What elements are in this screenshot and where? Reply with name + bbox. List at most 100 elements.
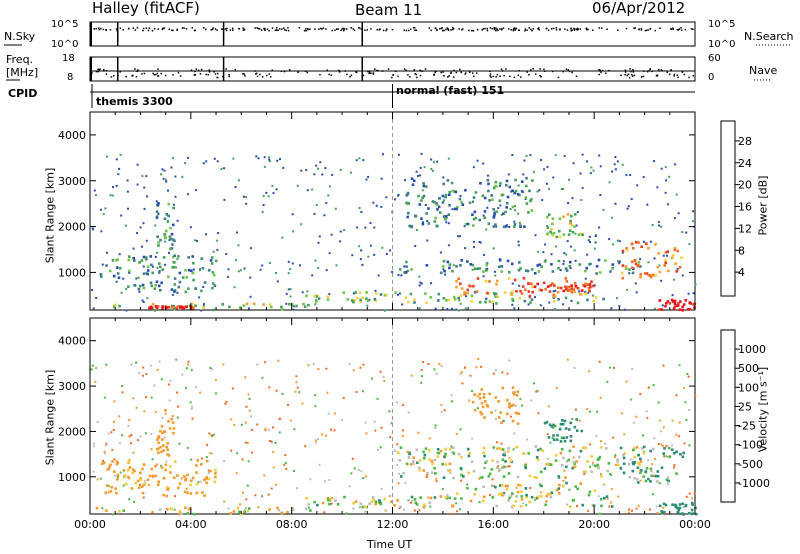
power-echo [558, 217, 562, 220]
power-echo [508, 226, 511, 228]
velocity-echo [546, 492, 550, 496]
power-echo [173, 254, 176, 257]
velocity-echo [214, 475, 217, 479]
velocity-echo [512, 504, 515, 508]
power-echo [191, 271, 195, 275]
velocity-echo [261, 376, 264, 379]
velocity-echo [566, 358, 569, 361]
nsky-point [576, 28, 578, 31]
power-echo [528, 189, 531, 193]
power-echo [436, 203, 439, 207]
velocity-echo [582, 470, 585, 473]
velocity-echo [135, 406, 138, 409]
power-echo [446, 260, 450, 264]
power-echo [138, 290, 141, 293]
power-echo [565, 253, 568, 256]
power-echo [394, 198, 396, 201]
velocity-echo [317, 368, 320, 370]
nave-point [387, 68, 390, 70]
velocity-echo [162, 430, 166, 433]
velocity-echo [535, 496, 539, 500]
velocity-echo [231, 387, 234, 390]
velocity-echo [166, 442, 169, 445]
velocity-echo [506, 484, 509, 488]
velocity-echo [185, 367, 188, 370]
velocity-echo [599, 446, 603, 449]
power-echo [383, 294, 387, 297]
velocity-echo [644, 470, 648, 473]
velocity-echo [494, 369, 497, 371]
power-echo [403, 265, 406, 268]
velocity-echo [536, 448, 540, 452]
velocity-echo [378, 500, 381, 503]
power-echo [472, 217, 476, 221]
power-echo [617, 260, 619, 263]
velocity-echo [662, 364, 665, 367]
power-echo [657, 220, 660, 223]
power-echo [458, 197, 462, 201]
velocity-echo [275, 389, 278, 392]
power-echo [436, 208, 439, 211]
power-echo [447, 157, 450, 160]
nave-point [143, 72, 146, 75]
velocity-echo [467, 471, 470, 475]
velocity-echo [165, 508, 169, 511]
velocity-echo [187, 507, 191, 511]
nave-point [157, 75, 159, 77]
power-echo [396, 293, 399, 296]
velocity-echo [436, 451, 439, 454]
power-echo [92, 307, 95, 310]
velocity-echo [572, 456, 575, 459]
power-echo [660, 279, 663, 282]
nave-point [193, 74, 196, 76]
power-echo [430, 168, 433, 170]
velocity-echo [115, 491, 118, 495]
power-echo [380, 205, 383, 208]
nave-point [465, 72, 467, 74]
power-echo [529, 301, 532, 304]
nsky-point [502, 27, 505, 29]
velocity-echo [516, 490, 520, 494]
velocity-echo [127, 460, 131, 463]
nsky-point [364, 29, 366, 31]
power-echo [257, 157, 260, 160]
velocity-echo [353, 467, 356, 470]
power-echo [418, 284, 421, 287]
power-echo [168, 235, 172, 239]
velocity-echo [388, 495, 391, 498]
velocity-echo [508, 496, 511, 500]
velocity-echo [141, 467, 144, 471]
velocity-echo [116, 475, 119, 478]
power-echo [382, 153, 384, 156]
velocity-echo [393, 504, 396, 507]
power-echo [157, 284, 161, 288]
power-echo [514, 209, 517, 212]
velocity-echo [691, 503, 694, 506]
power-echo [478, 241, 481, 243]
power-echo [582, 284, 585, 287]
velocity-echo [665, 455, 668, 458]
power-echo [425, 301, 428, 305]
power-echo [173, 239, 176, 242]
velocity-echo [359, 366, 362, 369]
power-echo [434, 307, 437, 310]
velocity-echo [355, 391, 358, 393]
power-echo [119, 266, 122, 270]
power-echo [455, 280, 458, 283]
power-echo [578, 292, 582, 296]
power-echo [570, 224, 574, 227]
power-echo [657, 252, 660, 255]
velocity-echo [536, 458, 540, 461]
cpid-mode-2: normal (fast) 151 [396, 84, 505, 97]
power-echo [170, 247, 174, 250]
velocity-echo [434, 472, 437, 475]
power-echo [566, 213, 570, 216]
nsky-point [336, 28, 338, 30]
velocity-echo [484, 461, 487, 464]
velocity-echo [172, 431, 175, 435]
power-echo [355, 159, 358, 162]
velocity-echo [660, 510, 663, 513]
velocity-echo [175, 358, 178, 361]
velocity-echo [131, 468, 135, 471]
velocity-echo [281, 392, 284, 395]
